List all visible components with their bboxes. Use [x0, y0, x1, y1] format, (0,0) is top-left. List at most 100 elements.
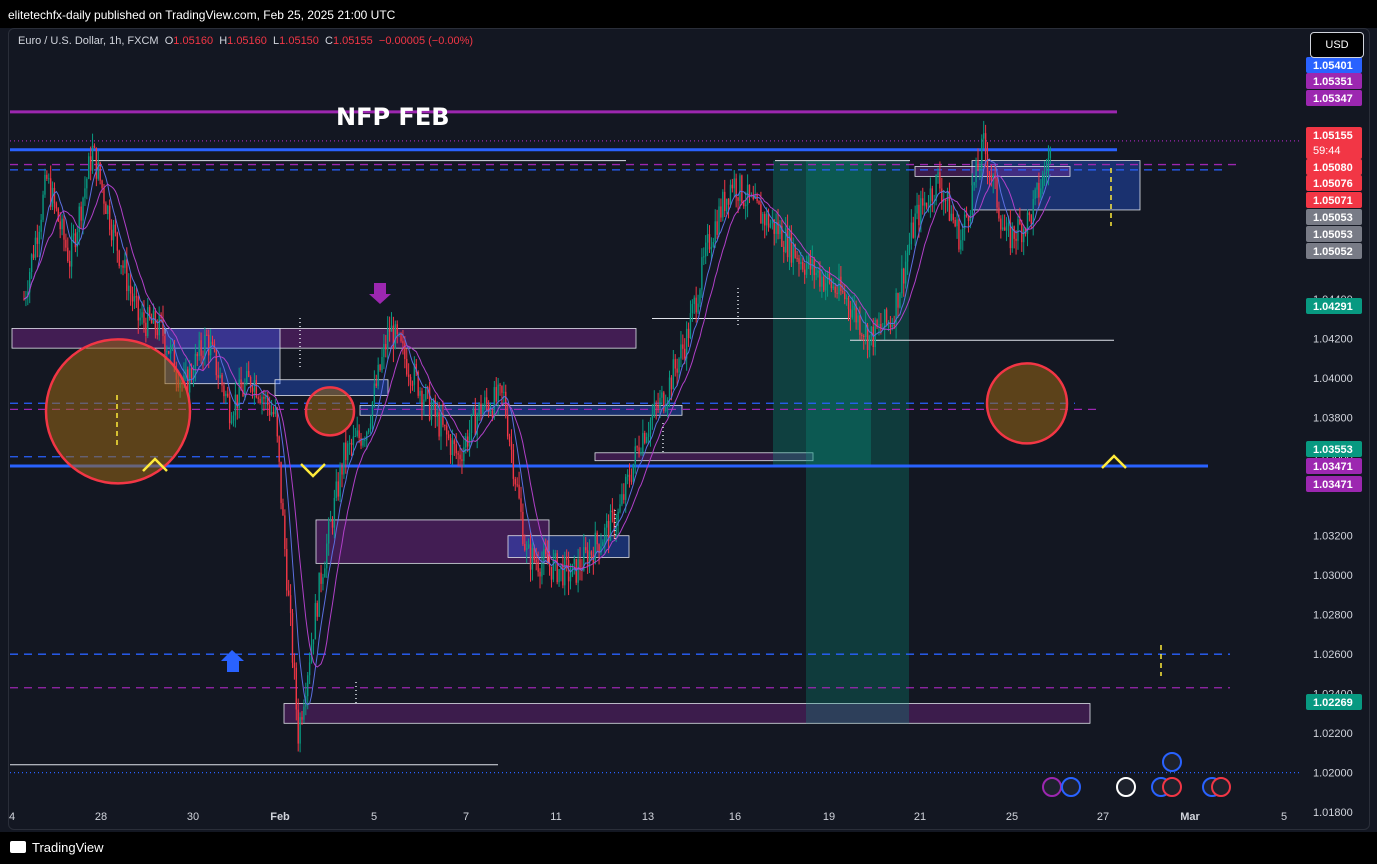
event-icon[interactable]: [1211, 777, 1231, 797]
candle-body: [760, 204, 762, 224]
x-tick-label: 5: [1281, 811, 1287, 823]
zone-rect[interactable]: [315, 519, 550, 564]
highlight-circle[interactable]: [304, 386, 356, 437]
candle-body: [765, 213, 768, 226]
candle-body: [524, 544, 526, 550]
price-tag-label: 1.05080: [1313, 162, 1353, 174]
candle-body: [72, 233, 75, 236]
high-value: 1.05160: [227, 35, 267, 47]
candle-body: [225, 393, 227, 397]
candle-body: [659, 397, 661, 409]
candle-body: [876, 319, 878, 328]
candle-body: [423, 399, 425, 408]
candle-body: [918, 204, 920, 226]
candle-body: [446, 425, 448, 435]
zone-rect[interactable]: [594, 452, 814, 462]
candle-body: [112, 224, 115, 241]
candle-body: [320, 572, 322, 584]
candle-body: [552, 558, 555, 580]
candle-body: [287, 590, 290, 596]
candle-body: [59, 221, 61, 230]
candle-body: [116, 232, 119, 251]
candle-body: [463, 447, 465, 462]
candle-body: [1009, 222, 1012, 249]
candle-body: [169, 345, 172, 354]
candle-body: [718, 206, 720, 235]
candle-body: [878, 323, 880, 328]
x-tick-label: 13: [642, 811, 654, 823]
candle-body: [356, 430, 358, 437]
candle-body: [1026, 212, 1029, 234]
candle-body: [819, 270, 821, 287]
candle-body: [729, 184, 732, 205]
candle-body: [880, 323, 882, 329]
tradingview-logo[interactable]: TradingView: [10, 840, 104, 855]
candle-body: [845, 297, 848, 300]
candle-body: [227, 393, 229, 397]
event-icon[interactable]: [1116, 777, 1136, 797]
candle-body: [145, 322, 147, 336]
candle-body: [769, 223, 772, 228]
candle-body: [710, 246, 713, 250]
highlight-circle[interactable]: [44, 338, 192, 485]
candle-body: [280, 461, 282, 504]
candle-body: [609, 510, 612, 541]
candle-body: [447, 434, 450, 439]
event-icon[interactable]: [1162, 752, 1182, 772]
candle-body: [407, 374, 410, 378]
candle-body: [725, 198, 728, 212]
candle-body: [272, 411, 275, 415]
zone-rect[interactable]: [914, 166, 1071, 177]
currency-button[interactable]: USD: [1310, 32, 1364, 58]
candle-body: [727, 198, 730, 205]
candle-body: [295, 667, 297, 710]
candle-body: [120, 265, 122, 267]
x-tick-label: 5: [371, 811, 377, 823]
candle-body: [440, 413, 442, 437]
candle-body: [223, 385, 225, 397]
candle-body: [44, 174, 46, 195]
zone-rect[interactable]: [971, 160, 1141, 211]
highlight-circle[interactable]: [985, 362, 1069, 445]
candle-body: [685, 328, 688, 359]
candle-body: [973, 182, 975, 186]
x-tick-label: 27: [1097, 811, 1109, 823]
event-icon[interactable]: [1162, 777, 1182, 797]
zone-rect[interactable]: [359, 405, 683, 416]
candle-body: [432, 400, 435, 408]
candle-body: [583, 547, 585, 571]
zone-rect[interactable]: [283, 703, 1091, 724]
candle-body: [110, 229, 113, 241]
candle-body: [752, 195, 754, 199]
candle-body: [267, 395, 269, 406]
candle-body: [779, 225, 781, 235]
candle-body: [478, 403, 480, 417]
candle-body: [263, 396, 265, 399]
candle-body: [526, 547, 528, 550]
candle-body: [314, 603, 317, 640]
event-icon[interactable]: [1061, 777, 1081, 797]
candle-body: [958, 219, 960, 250]
y-tick-label: 1.02600: [1313, 649, 1353, 661]
x-tick-label: 21: [914, 811, 926, 823]
arrow-down-icon: [369, 283, 391, 304]
candle-body: [185, 369, 187, 376]
chart-frame[interactable]: [8, 28, 1370, 830]
candle-body: [411, 384, 414, 386]
candle-body: [676, 368, 678, 373]
candle-body: [381, 356, 383, 371]
candle-body: [762, 213, 764, 224]
position-zone[interactable]: [806, 160, 909, 724]
candle-body: [348, 442, 351, 444]
price-tag-label: 1.05053: [1313, 212, 1353, 224]
x-tick-label: Mar: [1180, 811, 1200, 823]
candle-body: [962, 228, 964, 241]
candle-body: [173, 345, 176, 372]
candle-body: [335, 481, 337, 498]
candle-body: [809, 256, 812, 270]
price-tag: [1306, 159, 1362, 175]
event-icon[interactable]: [1042, 777, 1062, 797]
candle-body: [238, 379, 240, 409]
candle-body: [864, 325, 867, 338]
